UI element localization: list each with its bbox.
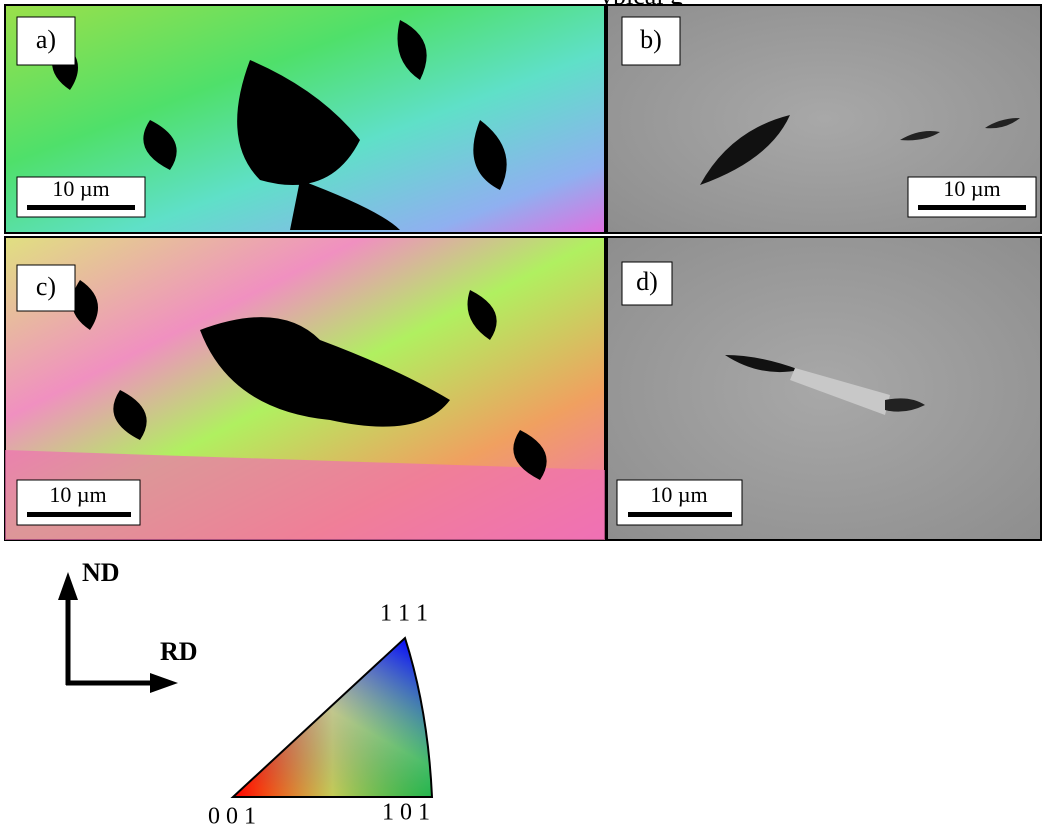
ipf-corner-label: 1 1 1 — [380, 601, 428, 627]
ipf-corner-label: 0 0 1 — [208, 804, 256, 830]
panel-a: a) 10 µm — [5, 5, 605, 233]
scale-text: 10 µm — [49, 482, 106, 507]
panel-d: d) 10 µm — [607, 237, 1041, 540]
scale-text: 10 µm — [650, 482, 707, 507]
arrow-head — [150, 673, 178, 693]
ipf-triangle-overlay — [233, 638, 432, 797]
scale-bar — [27, 205, 135, 210]
panel-c: c) 10 µm — [5, 237, 605, 540]
scale-bar — [628, 512, 732, 517]
page: ypical g a) 10 µm b) 10 µm c) 10 µm — [0, 0, 1043, 831]
panel-label: d) — [636, 267, 658, 296]
panel-b: b) 10 µm — [607, 5, 1041, 233]
direction-arrows: ND RD — [58, 558, 198, 693]
panel-label: b) — [640, 25, 662, 54]
axis-label: ND — [82, 558, 120, 587]
arrow-head — [58, 572, 78, 600]
panel-label: a) — [36, 25, 56, 54]
scale-bar — [27, 512, 131, 517]
figure: ypical g a) 10 µm b) 10 µm c) 10 µm — [0, 0, 1043, 831]
axis-label: RD — [160, 637, 198, 666]
ipf-key: 1 1 1 0 0 1 1 0 1 — [208, 601, 432, 830]
scale-text: 10 µm — [943, 176, 1000, 201]
panel-label: c) — [36, 272, 56, 301]
scale-bar — [918, 205, 1026, 210]
scale-text: 10 µm — [52, 176, 109, 201]
ipf-corner-label: 1 0 1 — [382, 800, 430, 826]
